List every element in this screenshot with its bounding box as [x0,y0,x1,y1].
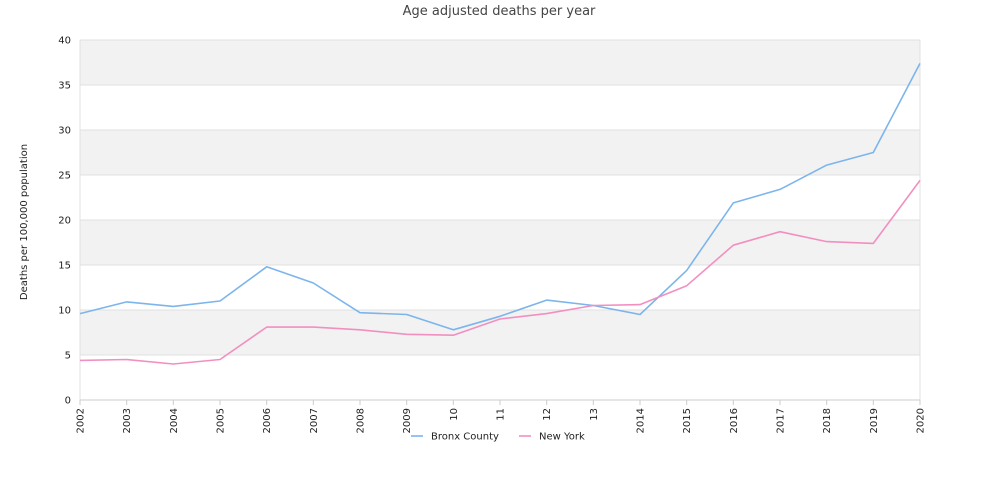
x-tick-label: 2005 [216,408,227,433]
series-line [79,63,921,331]
x-tick-label: 10 [449,408,460,421]
y-tick-label: 40 [58,36,71,47]
y-axis-ticks: 0 5 10 15 20 25 30 35 40 [58,36,71,407]
x-tick-label: 2016 [729,408,740,433]
x-tick-label: 13 [589,408,600,421]
x-tick-label: 2002 [76,408,87,433]
x-tick-label: 2020 [916,408,927,433]
y-tick-label: 15 [58,261,71,272]
x-tick-label: 2006 [262,408,273,433]
x-tick-label: 2003 [122,408,133,433]
x-tick-label: 2008 [356,408,367,433]
y-tick-label: 10 [58,306,71,317]
x-tick-label: 2004 [169,408,180,433]
x-tick-label: 2018 [822,408,833,433]
x-tick-label: 2014 [636,408,647,433]
y-tick-label: 20 [58,216,71,227]
x-tick-label: 2009 [402,408,413,433]
y-tick-label: 35 [58,81,71,92]
plot-band [80,85,920,130]
chart-title: Age adjusted deaths per year [403,4,596,19]
legend: Bronx County New York [411,432,585,443]
x-axis-ticks: 2002 2003 2004 2005 2006 2007 2008 2009 10 11 12 13… [76,400,927,433]
legend-label: New York [539,432,585,443]
plot-band [80,355,920,400]
x-tick-label: 11 [496,408,507,421]
legend-label: Bronx County [431,432,499,443]
series-layer [79,63,921,365]
plot-band [80,175,920,220]
plot-band [80,220,920,265]
y-tick-label: 30 [58,126,71,137]
y-axis-label: Deaths per 100,000 population [19,144,30,300]
x-tick-label: 2019 [869,408,880,433]
x-tick-label: 2015 [682,408,693,433]
plot-bands [80,40,920,400]
y-tick-label: 5 [65,351,71,362]
y-tick-label: 25 [58,171,71,182]
plot-band [80,130,920,175]
plot-band [80,40,920,85]
plot-band [80,265,920,310]
x-tick-label: 2017 [776,408,787,433]
x-tick-label: 12 [542,408,553,421]
series-line [79,179,921,365]
x-tick-label: 2007 [309,408,320,433]
y-tick-label: 0 [65,396,71,407]
plot-band [80,310,920,355]
